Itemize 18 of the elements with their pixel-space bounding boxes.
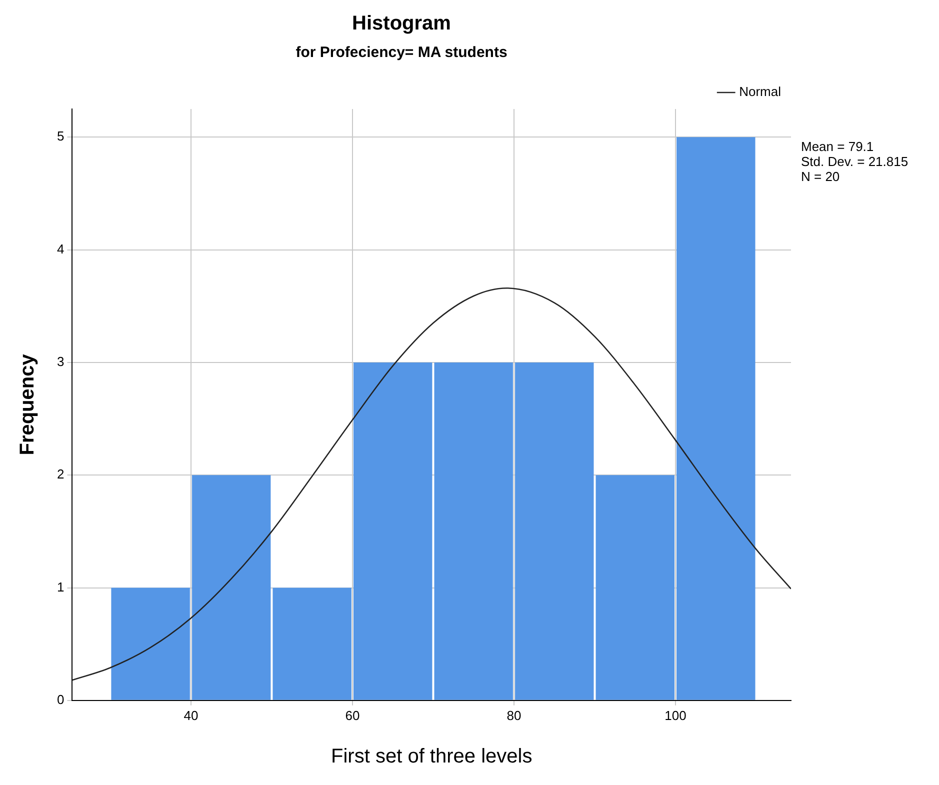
x-axis-title: First set of three levels — [331, 746, 532, 768]
x-tick-label: 100 — [664, 708, 686, 723]
y-axis-title: Frequency — [16, 353, 39, 456]
text: Std. Dev. = 21.815 — [801, 154, 908, 170]
y-tick-label: 2 — [56, 466, 64, 482]
chart-subtitle: for Profeciency= MA students — [296, 44, 508, 62]
y-tick-label: 5 — [56, 128, 64, 144]
y-tick-label: 3 — [56, 354, 64, 370]
y-tick-label: 4 — [56, 241, 64, 256]
chart-title: Histogram — [352, 12, 451, 35]
x-tick-label: 60 — [345, 708, 360, 723]
x-tick-label: 80 — [506, 708, 522, 723]
y-tick-label: 1 — [56, 579, 64, 594]
text: Mean = 79.1 — [801, 139, 874, 154]
x-tick-label: 40 — [184, 708, 198, 723]
y-tick-label: 0 — [56, 692, 64, 707]
legend-label: Normal — [739, 84, 782, 100]
text: N = 20 — [801, 169, 840, 184]
